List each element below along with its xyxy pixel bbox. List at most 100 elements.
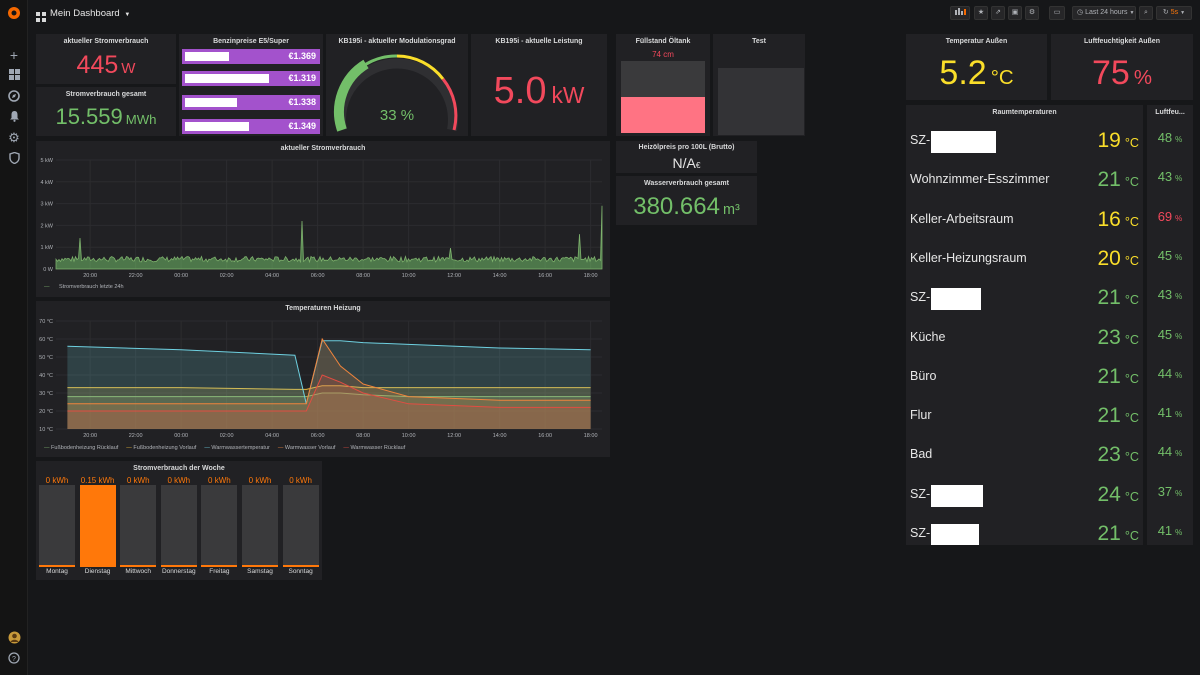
legend-item[interactable]: — Fußbodenheizung Rücklauf bbox=[44, 445, 119, 451]
panel-title: Füllstand Öltank bbox=[635, 38, 691, 45]
power-graph-panel[interactable]: aktueller Stromverbrauch 0 W 1 kW 2 kW 3 kW… bbox=[36, 141, 610, 297]
share-icon: ⇗ bbox=[995, 9, 1001, 16]
week-value: 0 kWh bbox=[289, 476, 312, 485]
week-day-label: Freitag bbox=[209, 568, 230, 575]
refresh-button[interactable]: ↻ 5s ▼ bbox=[1156, 6, 1192, 20]
heating-series-line bbox=[67, 385, 591, 390]
room-name-redacted bbox=[931, 524, 979, 545]
add-panel-button[interactable] bbox=[950, 6, 970, 20]
oil-price-panel[interactable]: Heizölpreis pro 100L (Brutto) N/A€ bbox=[616, 141, 757, 173]
panel-title: Raumtemperaturen bbox=[992, 109, 1057, 116]
fuel-station-redacted bbox=[185, 122, 249, 131]
legend-item[interactable]: — Warmwassertemperatur bbox=[204, 445, 270, 451]
oil-price-value: N/A€ bbox=[672, 155, 701, 171]
explore-icon[interactable] bbox=[7, 90, 21, 104]
x-tick-label: 04:00 bbox=[265, 273, 279, 279]
room-row: Flur 21 °C bbox=[906, 396, 1143, 435]
gear-icon[interactable]: ⚙ bbox=[8, 130, 20, 145]
heater-power-panel[interactable]: KB195i - aktuelle Leistung 5.0 kW bbox=[471, 34, 607, 136]
week-bar bbox=[201, 485, 238, 567]
power-series-area bbox=[55, 205, 603, 270]
help-icon[interactable]: ? bbox=[7, 652, 21, 666]
plus-icon[interactable]: + bbox=[9, 47, 19, 63]
room-temp-value: 20 °C bbox=[1097, 246, 1140, 270]
oil-tank-panel[interactable]: Füllstand Öltank 74 cm bbox=[616, 34, 710, 136]
y-tick-label: 4 kW bbox=[40, 180, 53, 186]
room-name: SZ- bbox=[910, 526, 931, 540]
panel-title: Benzinpreise E5/Super bbox=[213, 38, 289, 45]
room-temp-value: 21 °C bbox=[1097, 404, 1140, 428]
room-row: Keller-Heizungsraum 20 °C bbox=[906, 239, 1143, 278]
heating-series-area bbox=[67, 385, 591, 429]
room-row: SZ- 19 °C bbox=[906, 121, 1143, 160]
room-temp-value: 16 °C bbox=[1097, 207, 1140, 231]
dashboards-icon[interactable] bbox=[7, 69, 21, 83]
panel-title: Heizölpreis pro 100L (Brutto) bbox=[638, 144, 735, 151]
modulation-gauge-panel[interactable]: KB195i - aktueller Modulationsgrad 33 % bbox=[326, 34, 468, 136]
power-legend: — Stromverbrauch letzte 24h bbox=[44, 284, 124, 290]
x-tick-label: 00:00 bbox=[174, 433, 188, 439]
legend-item[interactable]: — Warmwasser Rücklauf bbox=[343, 445, 406, 451]
week-bar bbox=[242, 485, 278, 567]
week-day-label: Montag bbox=[46, 568, 68, 575]
settings-button[interactable]: ⚙ bbox=[1025, 6, 1039, 20]
x-tick-label: 16:00 bbox=[538, 433, 552, 439]
week-day-label: Dienstag bbox=[84, 568, 111, 575]
fuel-station-redacted bbox=[185, 74, 269, 83]
time-range-picker[interactable]: ◷ Last 24 hours ▼ bbox=[1072, 6, 1136, 20]
room-temp-value: 23 °C bbox=[1097, 325, 1140, 349]
bell-icon[interactable] bbox=[7, 110, 21, 124]
room-temps-panel[interactable]: Raumtemperaturen SZ- 19 °C Wohnzimmer-Esszi… bbox=[906, 105, 1143, 545]
x-tick-label: 18:00 bbox=[584, 433, 598, 439]
room-humidity-value: 37% bbox=[1157, 483, 1183, 499]
power-total-panel[interactable]: Stromverbrauch gesamt 15.559 MWh bbox=[36, 87, 176, 136]
save-button[interactable]: ▣ bbox=[1008, 6, 1022, 20]
room-name: Küche bbox=[910, 329, 946, 344]
humidity-outdoor-panel[interactable]: Luftfeuchtigkeit Außen 75% bbox=[1051, 34, 1193, 100]
clock-icon: ◷ bbox=[1077, 9, 1084, 16]
y-tick-label: 30 °C bbox=[39, 391, 53, 397]
room-humidity-panel[interactable]: Luftfeu... 48% 43% 69% 45% 43% 45% 44% 41% 44% 37… bbox=[1147, 105, 1193, 545]
power-now-panel[interactable]: aktueller Stromverbrauch 445 W bbox=[36, 34, 176, 84]
room-name: Flur bbox=[910, 408, 932, 423]
bar-chart-icon bbox=[954, 8, 966, 15]
room-temp-value: 21 °C bbox=[1097, 522, 1140, 545]
room-name: SZ- bbox=[910, 486, 931, 501]
room-row: Büro 21 °C bbox=[906, 357, 1143, 396]
test-panel[interactable]: Test bbox=[713, 34, 805, 136]
star-button[interactable]: ★ bbox=[974, 6, 988, 20]
room-name-redacted bbox=[931, 131, 996, 153]
temp-outdoor-panel[interactable]: Temperatur Außen 5.2 °C bbox=[906, 34, 1047, 100]
heating-graph-panel[interactable]: Temperaturen Heizung 10 °C 20 °C 30 °C 40 °… bbox=[36, 301, 610, 457]
room-temp-value: 19 °C bbox=[1097, 129, 1140, 152]
room-temp-value: 21 °C bbox=[1097, 286, 1140, 310]
x-tick-label: 08:00 bbox=[356, 433, 370, 439]
week-bar bbox=[79, 485, 116, 567]
share-button[interactable]: ⇗ bbox=[991, 6, 1005, 20]
week-value: 0 kWh bbox=[45, 476, 69, 485]
tv-mode-button[interactable]: ▭ bbox=[1049, 6, 1065, 20]
panel-title: aktueller Stromverbrauch bbox=[63, 38, 149, 45]
room-humidity-value: 69% bbox=[1157, 208, 1183, 224]
x-tick-label: 04:00 bbox=[265, 433, 279, 439]
x-tick-label: 00:00 bbox=[174, 273, 188, 279]
dashboard-title[interactable]: Mein Dashboard ▼ bbox=[50, 8, 131, 19]
room-humidity-value: 44% bbox=[1157, 444, 1183, 460]
zoom-out-button[interactable]: ⌕ bbox=[1139, 6, 1153, 20]
x-tick-label: 10:00 bbox=[402, 273, 416, 279]
top-bar: Mein Dashboard ▼ ★ ⇗ ▣ ⚙ ▭ ◷ Last 24 hou… bbox=[28, 0, 1200, 28]
week-power-panel[interactable]: Stromverbrauch der Woche 0 kWh Montag 0.15… bbox=[36, 461, 322, 580]
y-tick-label: 40 °C bbox=[39, 373, 53, 379]
fuel-price-panel[interactable]: Benzinpreise E5/Super €1.369 €1.319 €1.3… bbox=[179, 34, 323, 136]
shield-icon[interactable] bbox=[7, 151, 21, 166]
star-icon: ★ bbox=[977, 9, 985, 16]
grafana-logo-icon[interactable] bbox=[7, 6, 21, 20]
avatar[interactable] bbox=[7, 631, 21, 645]
temp-outdoor-value: 5.2 °C bbox=[939, 54, 1014, 92]
water-panel[interactable]: Wasserverbrauch gesamt 380.664 m³ bbox=[616, 176, 757, 225]
legend-item[interactable]: — Warmwasser Vorlauf bbox=[277, 445, 336, 451]
y-tick-label: 0 W bbox=[43, 267, 54, 273]
room-name: Keller-Arbeitsraum bbox=[910, 211, 1014, 226]
legend-item[interactable]: — Fußbodenheizung Vorlauf bbox=[126, 445, 197, 451]
x-tick-label: 12:00 bbox=[447, 433, 461, 439]
